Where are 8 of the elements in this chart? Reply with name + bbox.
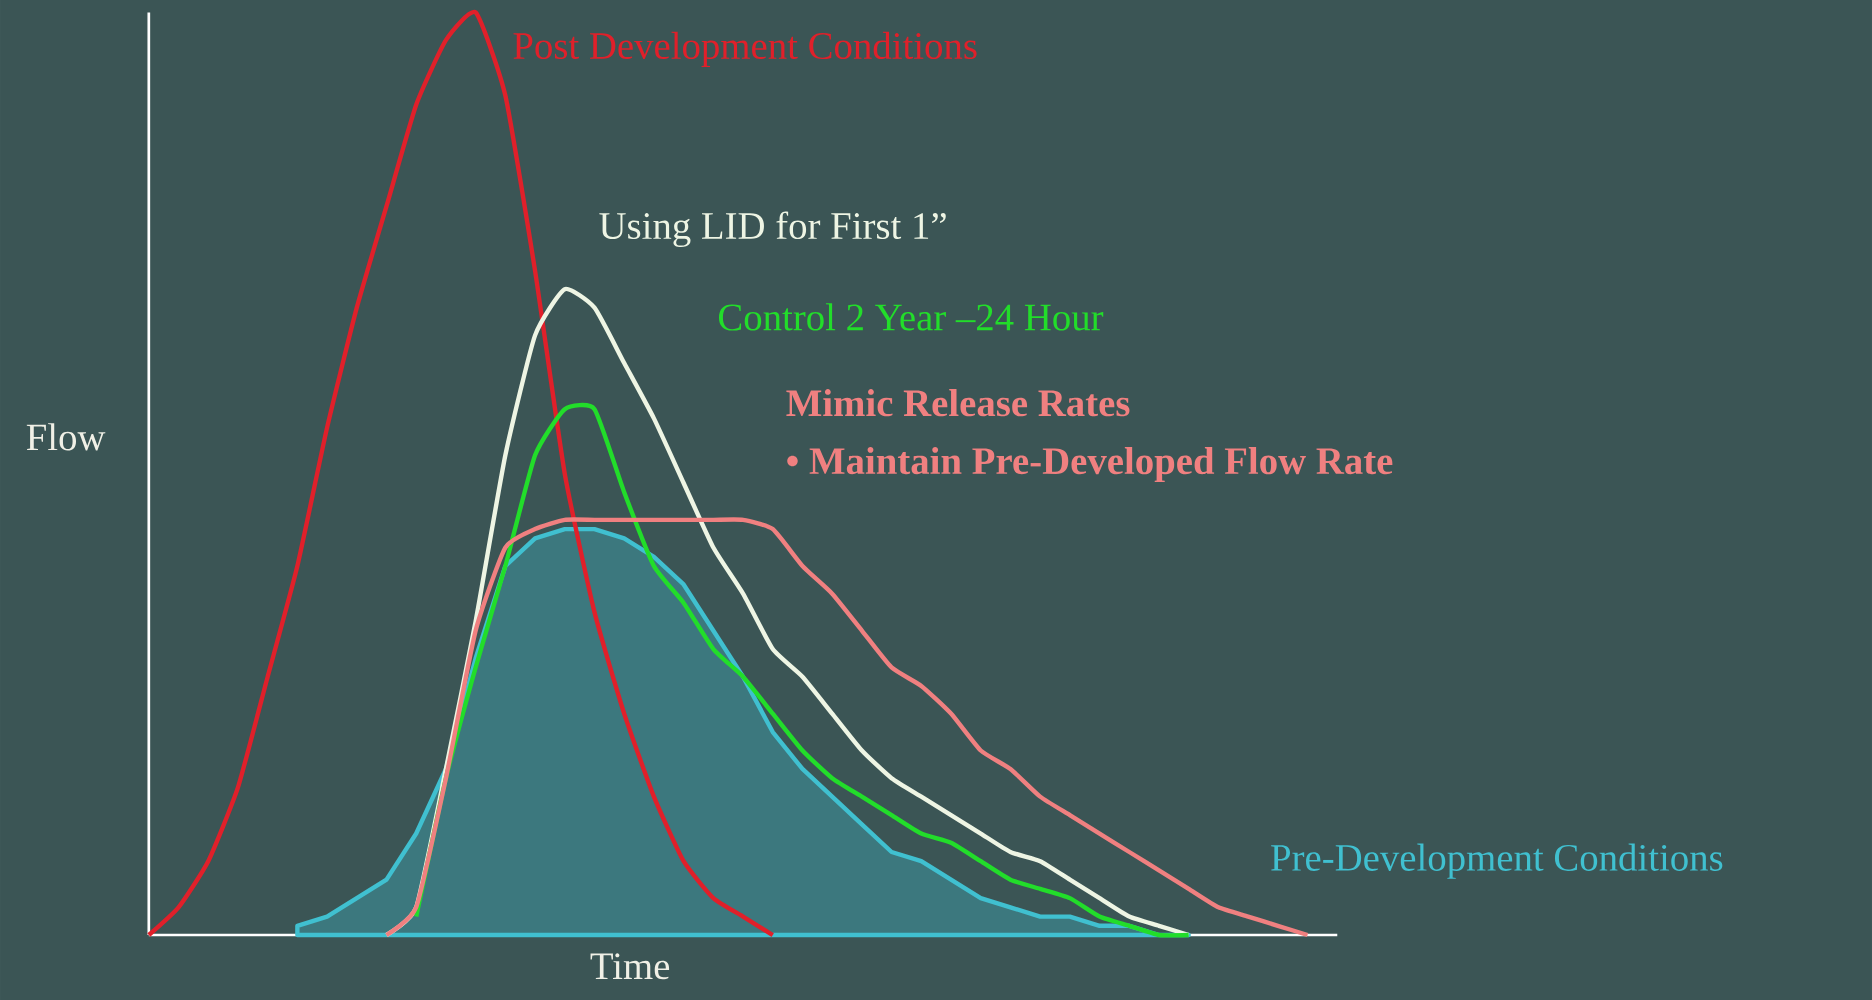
annotation: • Maintain Pre-Developed Flow Rate [787, 446, 1393, 482]
series-label: Post Development Conditions [513, 31, 977, 67]
text: Control 2 Year –24 Hour [718, 303, 1104, 331]
series-label: Using LID for First 1” [599, 211, 946, 247]
y-axis-title: Flow [26, 423, 106, 451]
x-axis-title: Time [590, 953, 670, 980]
text: Pre-Development Conditions [1271, 843, 1723, 879]
text: Mimic Release Rates [786, 388, 1130, 417]
